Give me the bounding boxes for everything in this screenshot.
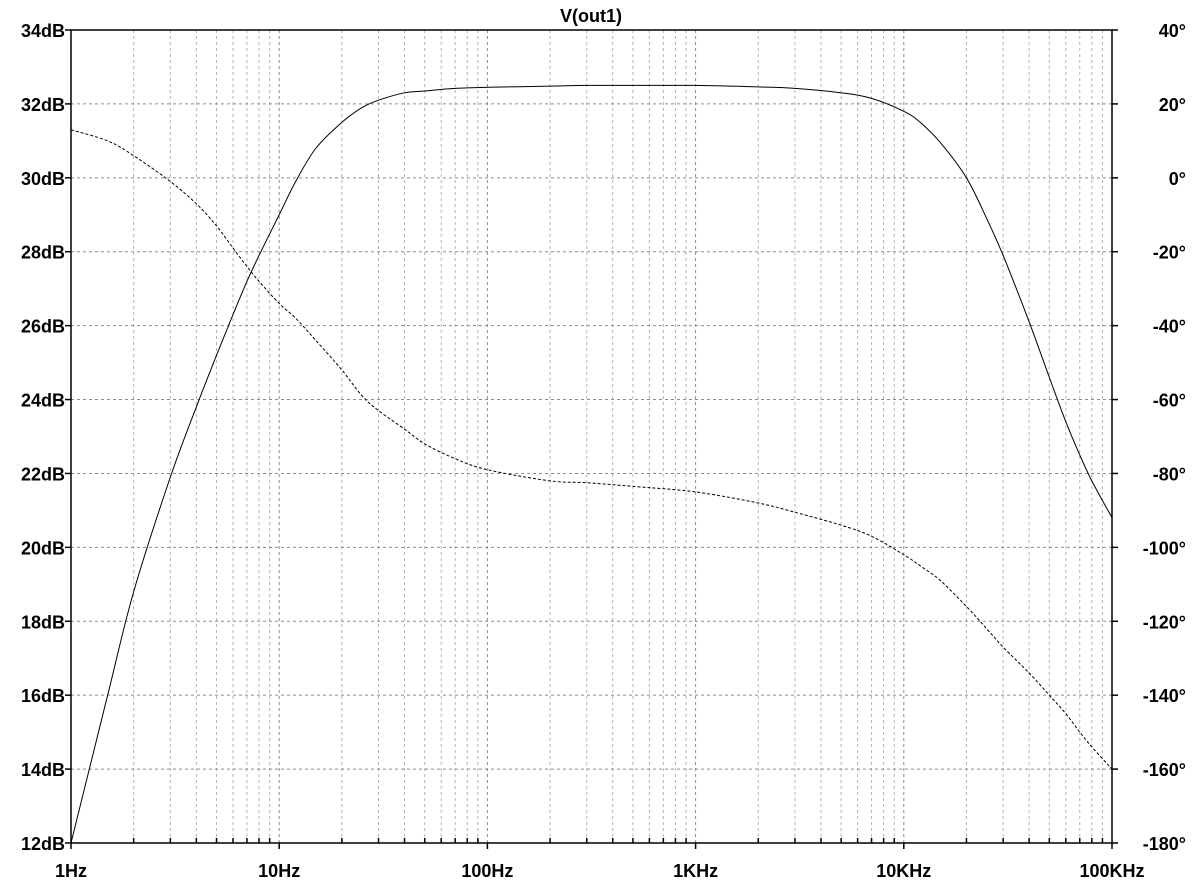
chart-title: V(out1) [560, 6, 622, 26]
plot-frame [70, 29, 1113, 844]
y-right-tick-label: -60° [1153, 391, 1186, 411]
y-left-tick-label: 26dB [21, 317, 65, 337]
series-layer [70, 84, 1113, 844]
y-left-tick-label: 12dB [21, 834, 65, 854]
y-right-tick-label: -100° [1143, 538, 1186, 558]
y-right-tick-label: -180° [1143, 834, 1186, 854]
y-right-tick-label: -80° [1153, 464, 1186, 484]
y-right-tick-label: -40° [1153, 317, 1186, 337]
y-right-tick-label: 20° [1159, 95, 1186, 115]
y-left-tick-label: 22dB [21, 464, 65, 484]
y-left-tick-label: 20dB [21, 538, 65, 558]
x-tick-label: 100KHz [1079, 861, 1144, 881]
grid-layer [71, 30, 1112, 843]
x-tick-label: 1KHz [673, 861, 718, 881]
x-tick-label: 10Hz [258, 861, 300, 881]
y-right-tick-label: -140° [1143, 686, 1186, 706]
x-tick-label: 10KHz [876, 861, 931, 881]
phase-series-line [70, 129, 1113, 770]
x-tick-label: 100Hz [461, 861, 513, 881]
y-left-tick-label: 24dB [21, 391, 65, 411]
labels-layer: 1Hz 10Hz 100Hz 1KHz 10KHz 100KHz 12dB 14dB 16dB 1… [21, 21, 1186, 881]
y-left-tick-label: 32dB [21, 95, 65, 115]
y-left-tick-label: 18dB [21, 612, 65, 632]
y-right-tick-label: -20° [1153, 243, 1186, 263]
y-right-tick-label: 0° [1169, 169, 1186, 189]
y-right-tick-label: -160° [1143, 760, 1186, 780]
y-left-tick-label: 34dB [21, 21, 65, 41]
y-left-tick-label: 14dB [21, 760, 65, 780]
y-right-tick-label: 40° [1159, 21, 1186, 41]
ticks-layer [65, 29, 1118, 849]
x-tick-label: 1Hz [55, 861, 87, 881]
magnitude-series-line [70, 84, 1113, 844]
y-left-tick-label: 28dB [21, 243, 65, 263]
y-right-tick-label: -120° [1143, 612, 1186, 632]
y-left-tick-label: 16dB [21, 686, 65, 706]
y-left-tick-label: 30dB [21, 169, 65, 189]
